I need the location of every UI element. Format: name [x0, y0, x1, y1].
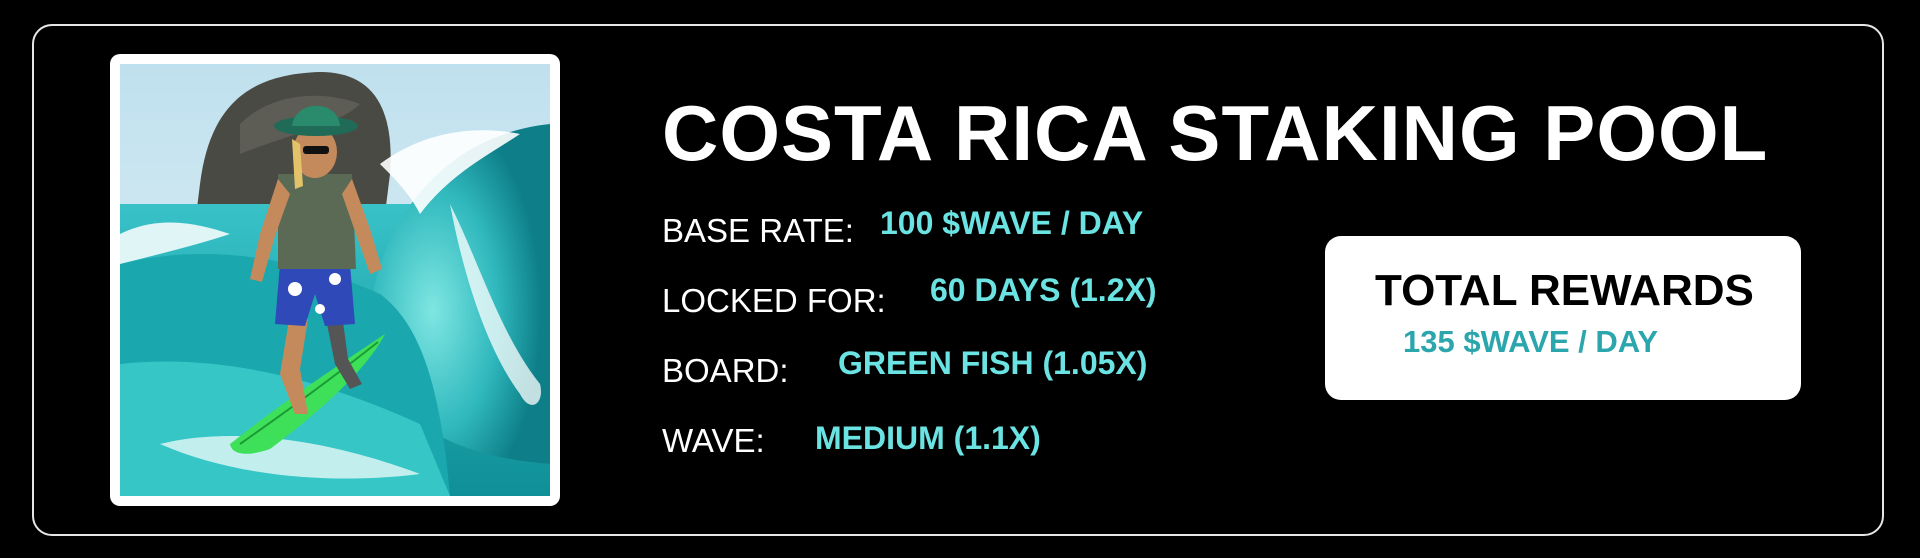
pool-title: COSTA RICA STAKING POOL	[662, 89, 1769, 177]
surfer-artwork-image	[120, 64, 550, 496]
base-rate-value: 100 $WAVE / DAY	[880, 205, 1144, 241]
total-rewards-value: 135 $WAVE / DAY	[1403, 324, 1659, 359]
total-rewards-box: TOTAL REWARDS 135 $WAVE / DAY	[1325, 236, 1801, 400]
locked-for-value: 60 DAYS (1.2X)	[930, 272, 1157, 308]
total-rewards-title: TOTAL REWARDS	[1375, 266, 1754, 315]
base-rate-label: BASE RATE:	[662, 212, 854, 249]
wave-value: MEDIUM (1.1X)	[815, 420, 1041, 456]
board-label: BOARD:	[662, 352, 789, 389]
board-value: GREEN FISH (1.05X)	[838, 345, 1148, 381]
wave-label: WAVE:	[662, 422, 765, 459]
locked-for-label: LOCKED FOR:	[662, 282, 886, 319]
surfer-artwork	[110, 54, 560, 506]
